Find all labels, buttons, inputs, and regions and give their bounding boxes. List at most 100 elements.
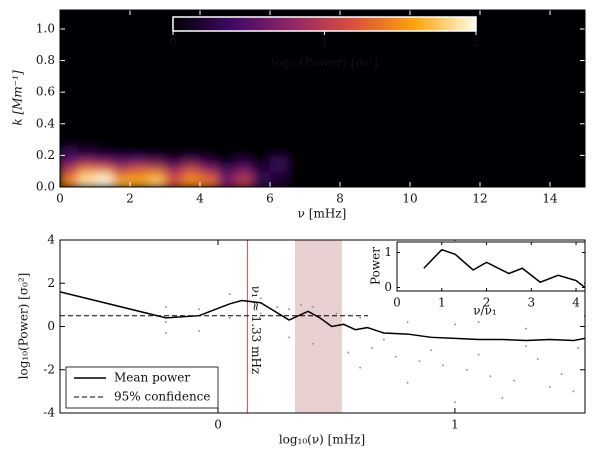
heatmap-cell [217, 153, 236, 164]
heatmap-cell [112, 169, 131, 180]
heatmap-cell [217, 145, 236, 156]
heatmap-cell [147, 153, 166, 164]
axes-frame [59, 9, 586, 188]
heatmap-cell [252, 161, 271, 172]
y-axis-label: k [Mm⁻¹] [11, 70, 25, 126]
x-tick-label: 4 [196, 192, 204, 206]
scatter-point [560, 373, 563, 376]
heatmap-cell [270, 169, 288, 180]
scatter-point [477, 353, 480, 356]
x-tick-label: 1 [438, 296, 446, 310]
heatmap-cell [165, 169, 183, 180]
x-tick-label: 12 [472, 192, 487, 206]
heatmap-cell [217, 161, 236, 172]
scatter-point [382, 338, 385, 341]
heatmap-cell [165, 145, 183, 156]
heatmap-cell [130, 161, 148, 172]
legend-label: 95% confidence [114, 390, 211, 404]
legend-box [65, 366, 219, 409]
heatmap-cell [287, 161, 306, 172]
heatmap-cell [165, 153, 183, 164]
x-axis-label: ν [mHz] [298, 207, 347, 221]
y-tick-label: 0 [384, 280, 392, 294]
x-tick-label: 0 [56, 192, 64, 206]
scatter-point [465, 368, 468, 371]
heatmap-cell [95, 177, 113, 187]
inset-y-label: Power [369, 247, 383, 285]
scatter-point [442, 364, 445, 367]
heatmap-cell [235, 169, 253, 180]
y-tick-label: 1.0 [36, 21, 55, 35]
scatter-point [489, 375, 492, 378]
heatmap-cell [287, 153, 306, 164]
axes-frame [396, 241, 586, 292]
heatmap-cell [200, 177, 218, 187]
heatmap-cell [147, 169, 166, 180]
heatmap-cell [270, 177, 288, 187]
y-axis-label: log₁₀(Power) [σ₀²] [17, 273, 31, 380]
heatmap-cell [252, 177, 271, 187]
heatmap-cell [95, 169, 113, 180]
colorbar-tick-label: 1 [321, 36, 329, 50]
scatter-point [359, 316, 362, 319]
scatter-point [288, 308, 291, 311]
heatmap-cell [147, 177, 166, 187]
scatter-point [311, 342, 314, 345]
legend-label: Mean power [114, 371, 190, 385]
heatmap-cell [60, 177, 78, 187]
heatmap-cell [235, 177, 253, 187]
scatter-point [394, 355, 397, 358]
scatter-point [548, 386, 551, 389]
heatmap-cell [217, 169, 236, 180]
x-tick-label: 14 [542, 192, 558, 206]
heatmap-cell [77, 177, 96, 187]
heatmap-cell [287, 177, 306, 187]
scatter-point [228, 316, 231, 319]
x-tick-label: 0 [393, 296, 401, 310]
y-tick-label: 0.6 [36, 85, 55, 99]
y-tick-label: 0.4 [36, 116, 55, 130]
y-tick-label: 0 [47, 319, 55, 333]
heatmap-cell [252, 145, 271, 156]
heatmap-cell [235, 161, 253, 172]
inset-background [368, 241, 584, 321]
heatmap-cell [200, 161, 218, 172]
y-tick-label: 4 [47, 233, 55, 247]
heatmap-cell [235, 145, 253, 156]
heatmap-cell [200, 169, 218, 180]
vline-annotation: ν₁ ≈ 1.33 mHz [249, 286, 263, 375]
scatter-point [164, 331, 167, 334]
heatmap-cell [287, 169, 306, 180]
heatmap-cell [95, 161, 113, 172]
y-tick-label: -2 [43, 362, 55, 376]
colorbar-label: log₁₀(Power) [σ₀²] [271, 56, 378, 70]
scatter-point [525, 327, 528, 330]
x-tick-label: 10 [402, 192, 417, 206]
scatter-point [536, 357, 539, 360]
colorbar [172, 16, 477, 32]
heatmap-cell [287, 145, 306, 156]
heatmap-cells [60, 145, 306, 187]
scatter-point [228, 293, 231, 296]
heatmap-cell [182, 161, 201, 172]
scatter-point [572, 390, 575, 393]
heatmap-cell [77, 153, 96, 164]
x-tick-label: 1 [451, 418, 459, 432]
heatmap-cell [130, 145, 148, 156]
heatmap-cell [95, 153, 113, 164]
heatmap-cell [95, 145, 113, 156]
y-tick-label: 0.8 [36, 53, 55, 67]
mean-line [60, 291, 585, 342]
scatter-point [525, 344, 528, 347]
heatmap-cell [270, 161, 288, 172]
scatter-point [198, 329, 201, 332]
heatmap-cell [130, 177, 148, 187]
heatmap-cell [60, 169, 78, 180]
heatmap-cell [60, 161, 78, 172]
heatmap-cell [112, 153, 131, 164]
x-tick-label: 8 [336, 192, 344, 206]
scatter-point [198, 308, 201, 311]
scatter-point [276, 306, 279, 309]
scatter-point [288, 336, 291, 339]
